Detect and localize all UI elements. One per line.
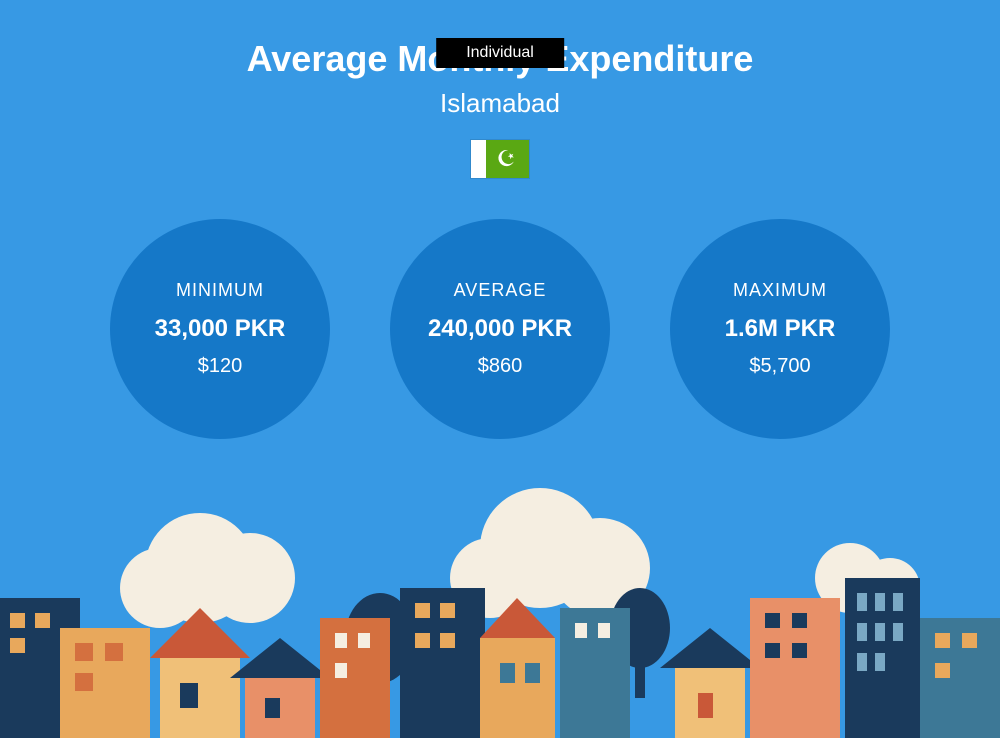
average-pkr: 240,000 PKR	[428, 315, 572, 343]
minimum-label: MINIMUM	[176, 280, 264, 301]
flag-white-stripe	[471, 140, 486, 178]
average-circle: AVERAGE 240,000 PKR $860	[390, 219, 610, 439]
maximum-label: MAXIMUM	[733, 280, 827, 301]
maximum-usd: $5,700	[749, 355, 810, 378]
expenditure-circles: MINIMUM 33,000 PKR $120 AVERAGE 240,000 …	[0, 219, 1000, 439]
country-flag	[470, 139, 530, 179]
cityscape-illustration	[0, 488, 1000, 738]
minimum-usd: $120	[198, 355, 243, 378]
average-usd: $860	[478, 355, 523, 378]
category-tag: Individual	[436, 38, 564, 68]
minimum-circle: MINIMUM 33,000 PKR $120	[110, 219, 330, 439]
flag-green-field	[486, 140, 530, 178]
maximum-pkr: 1.6M PKR	[725, 315, 836, 343]
city-name: Islamabad	[0, 88, 1000, 119]
minimum-pkr: 33,000 PKR	[155, 315, 286, 343]
maximum-circle: MAXIMUM 1.6M PKR $5,700	[670, 219, 890, 439]
average-label: AVERAGE	[454, 280, 547, 301]
